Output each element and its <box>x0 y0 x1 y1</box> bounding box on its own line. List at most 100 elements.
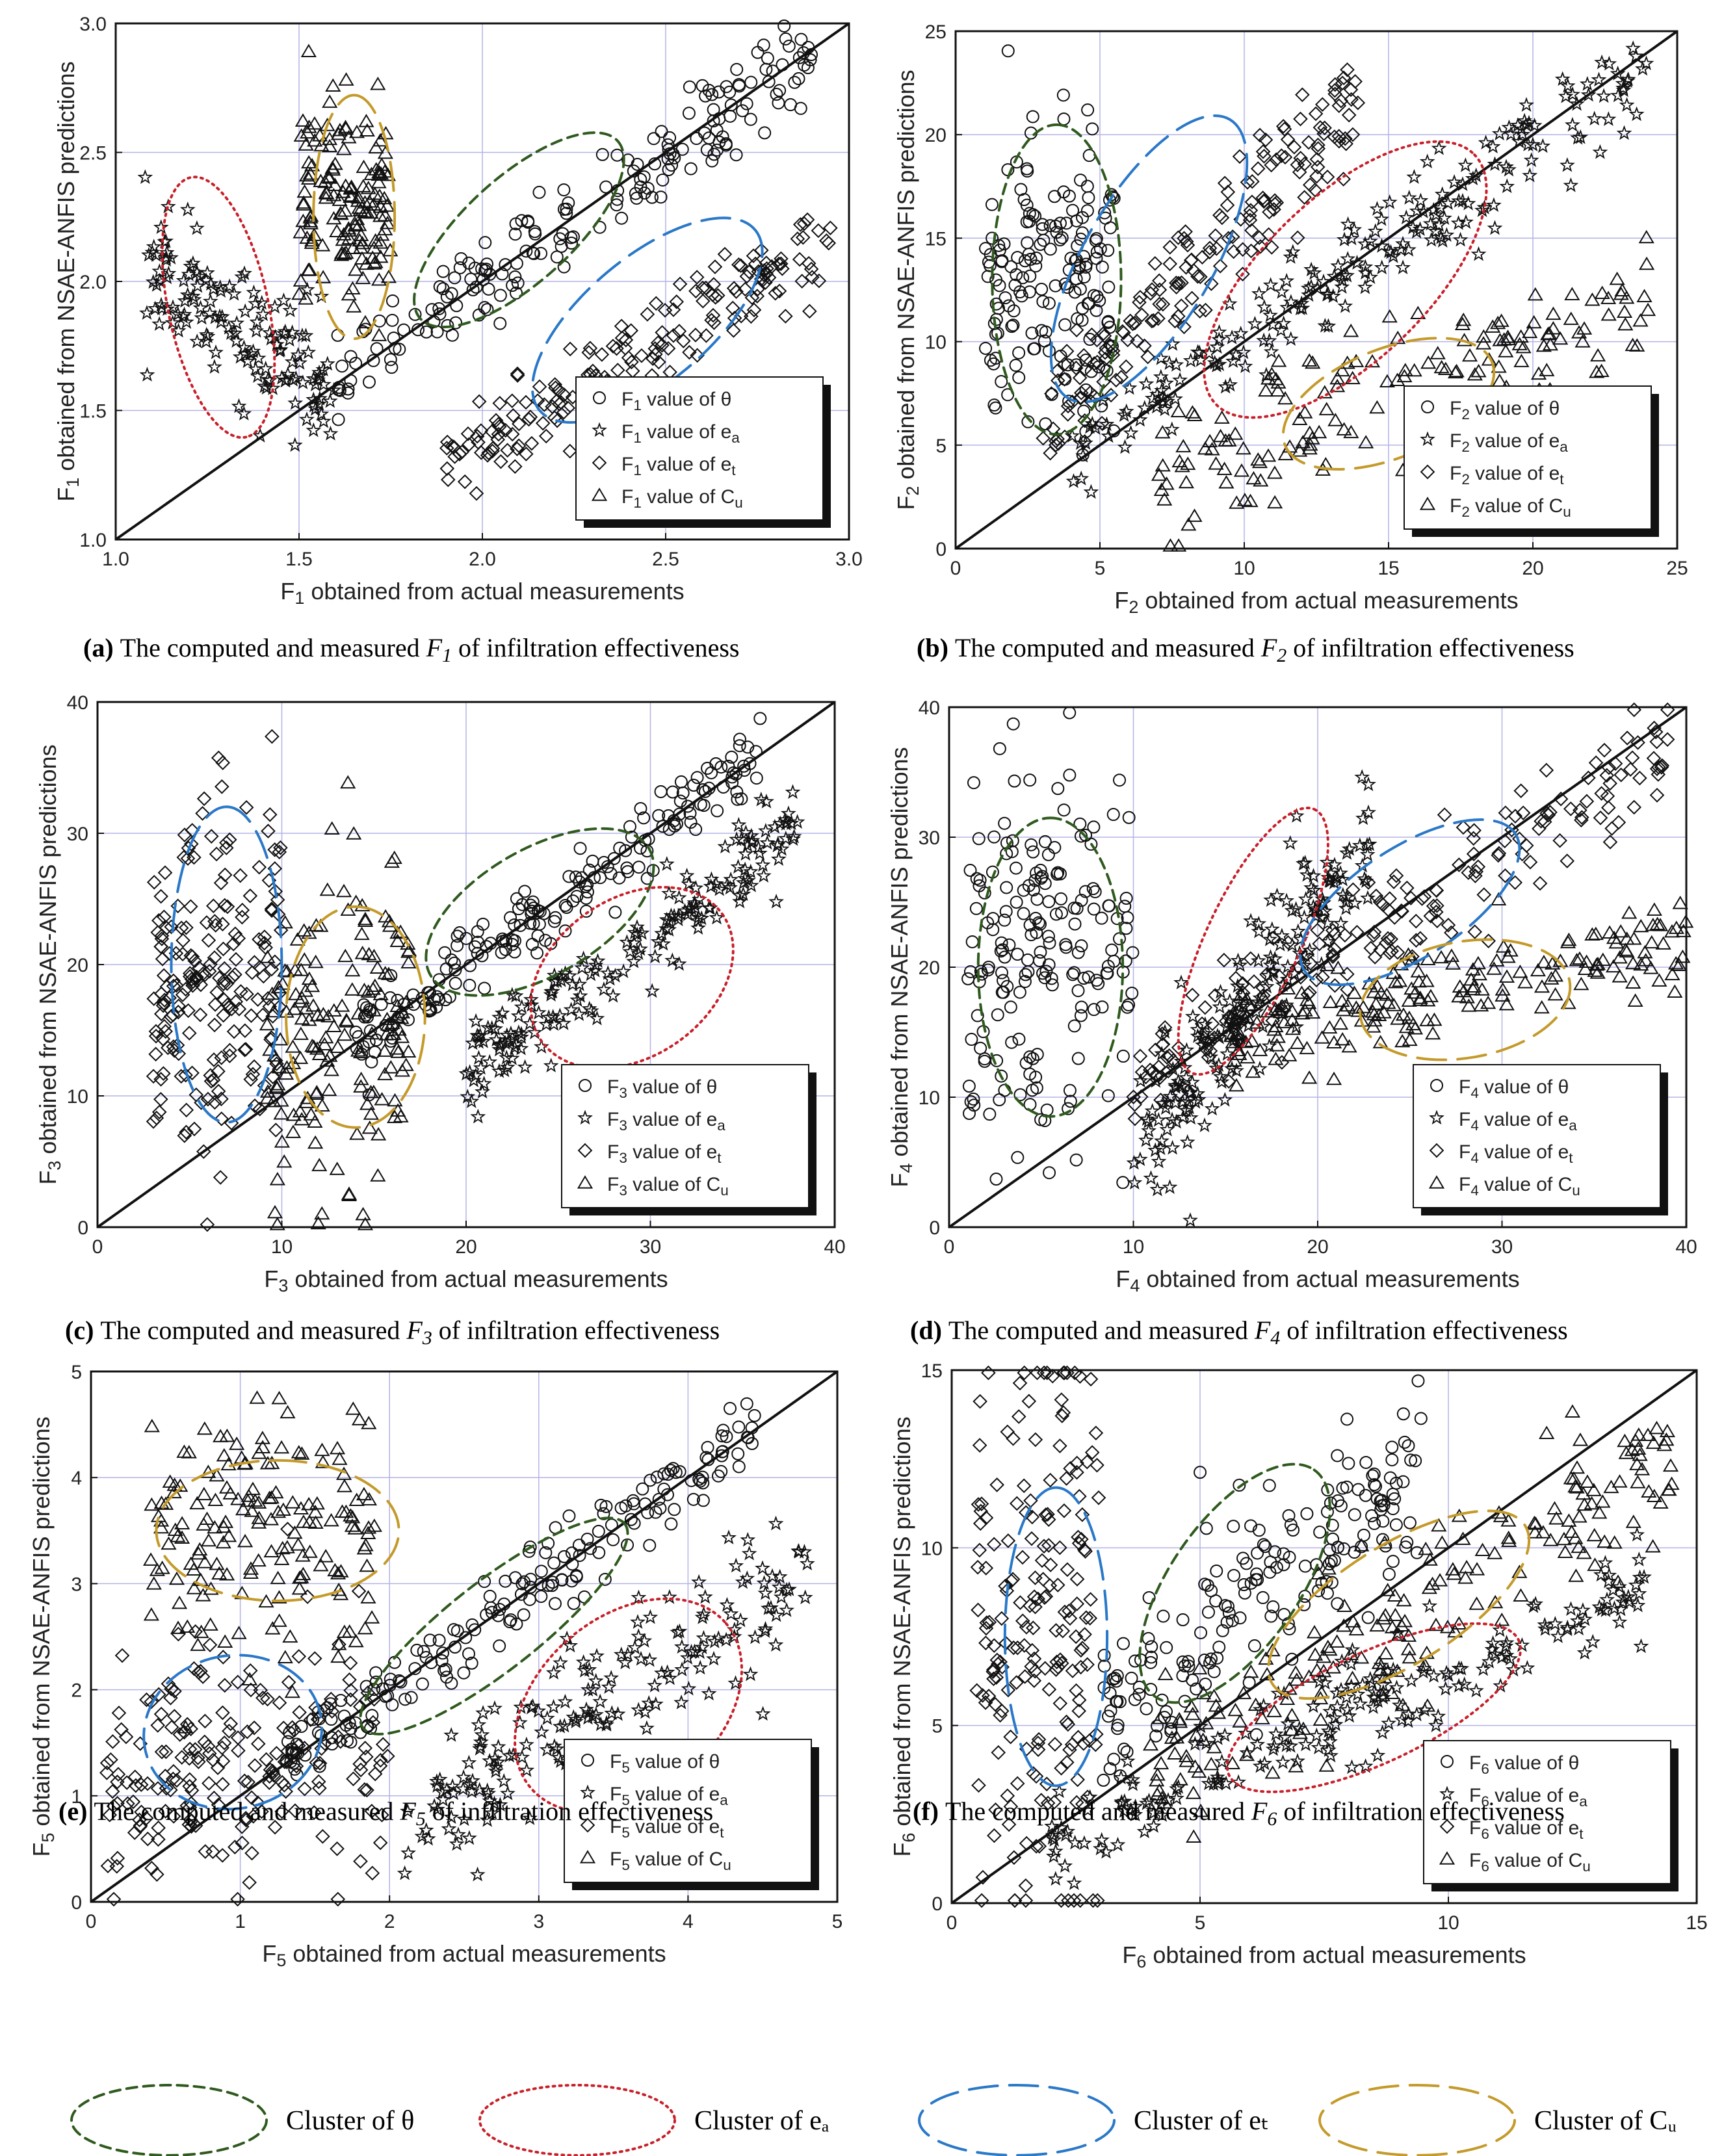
data-point-cu <box>1425 1026 1441 1040</box>
data-point-ea <box>292 354 308 370</box>
data-point-et <box>981 1689 997 1704</box>
data-point-et <box>160 1040 176 1056</box>
cluster-ellipse-cu <box>312 94 397 341</box>
cluster-ellipse-ea <box>1203 140 1488 419</box>
y-axis-label: F1 obtained from NSAE-ANFIS predictions <box>53 61 83 501</box>
data-point-ea <box>1132 1151 1148 1167</box>
data-point-theta <box>998 816 1012 830</box>
data-point-cu <box>331 1637 347 1650</box>
data-point-et <box>166 973 181 989</box>
data-point-ea <box>737 846 753 861</box>
data-point-et <box>772 283 787 299</box>
data-point-ea <box>479 1782 495 1798</box>
data-point-ea <box>631 1702 647 1717</box>
data-point-ea <box>578 1701 594 1717</box>
legend-label-ea: F4 value of ea <box>1459 1109 1577 1134</box>
data-point-ea <box>1558 88 1574 103</box>
data-point-ea <box>1537 1621 1553 1636</box>
data-point-theta <box>686 1492 700 1506</box>
data-point-theta <box>579 891 593 905</box>
data-point-et <box>971 1497 986 1512</box>
data-point-cu <box>298 1001 315 1015</box>
data-point-et <box>110 1796 125 1811</box>
data-point-et <box>481 445 496 461</box>
data-point-et <box>1257 193 1272 208</box>
data-point-cu <box>235 1501 252 1516</box>
data-point-et <box>975 1688 990 1703</box>
data-point-et <box>183 899 198 915</box>
data-point-theta <box>662 823 676 837</box>
data-point-theta <box>398 1693 412 1706</box>
x-tick-label: 30 <box>640 1236 661 1258</box>
data-point-et <box>971 1778 986 1793</box>
data-point-theta <box>365 1055 378 1069</box>
data-point-et <box>1367 950 1383 965</box>
data-point-ea <box>604 1705 620 1721</box>
data-point-theta <box>1095 1000 1109 1014</box>
data-point-ea <box>1256 332 1272 348</box>
data-point-ea <box>1306 265 1322 280</box>
data-point-et <box>242 1875 257 1890</box>
data-point-theta <box>1030 252 1043 265</box>
data-point-cu <box>361 194 378 208</box>
legend-marker-theta <box>579 1079 592 1092</box>
data-point-theta <box>448 271 462 285</box>
data-point-cu <box>1254 1711 1270 1724</box>
data-point-cu <box>321 131 338 146</box>
data-point-ea <box>1291 1720 1307 1735</box>
data-point-et <box>1309 151 1325 167</box>
data-point-cu <box>221 1528 237 1542</box>
data-point-theta <box>419 325 433 339</box>
data-point-cu <box>319 882 335 896</box>
data-point-ea <box>428 1773 445 1789</box>
data-point-ea <box>1563 177 1579 192</box>
data-point-et <box>1204 276 1219 291</box>
data-point-et <box>287 1803 303 1819</box>
data-point-et <box>1075 1507 1090 1522</box>
data-point-cu <box>1567 1531 1584 1544</box>
x-tick-label: 10 <box>1233 558 1255 579</box>
data-point-cu <box>1624 1442 1640 1457</box>
data-point-cu <box>1383 1685 1400 1699</box>
data-point-ea <box>222 278 238 294</box>
data-point-theta <box>522 1544 536 1558</box>
cluster-ellipse-theta <box>1138 1462 1331 1704</box>
data-point-ea <box>545 1665 562 1680</box>
data-point-cu <box>1214 410 1230 424</box>
cluster-ellipse-cu <box>155 1459 400 1602</box>
data-point-et <box>1028 1599 1043 1615</box>
data-point-et <box>272 1695 287 1711</box>
data-point-theta <box>1312 1584 1326 1598</box>
y-tick-label: 0 <box>929 1217 940 1239</box>
data-point-ea <box>770 851 787 866</box>
data-point-theta <box>1399 1540 1413 1554</box>
data-point-ea <box>1153 1140 1169 1156</box>
data-point-et <box>1028 1570 1043 1585</box>
data-point-ea <box>701 1685 717 1701</box>
data-point-et <box>1041 1538 1056 1553</box>
data-point-ea <box>1262 949 1279 964</box>
data-point-et <box>231 931 246 946</box>
data-point-et <box>1159 1050 1175 1065</box>
data-point-cu <box>1645 917 1661 931</box>
data-point-ea <box>313 288 330 304</box>
data-point-ea <box>1209 1769 1225 1784</box>
data-point-ea <box>1615 80 1632 96</box>
data-point-et <box>672 276 688 292</box>
data-point-cu <box>387 1110 403 1123</box>
data-point-cu <box>1224 1756 1240 1769</box>
data-point-cu <box>315 1455 331 1468</box>
data-point-cu <box>285 1124 302 1138</box>
data-point-et <box>648 346 663 362</box>
data-point-et <box>110 1774 125 1789</box>
cluster-legend-label-theta: Cluster of θ <box>286 2106 414 2136</box>
data-point-theta <box>794 101 807 115</box>
data-point-ea <box>514 999 530 1014</box>
data-point-ea <box>300 344 317 359</box>
data-point-et <box>1077 361 1093 377</box>
data-point-ea <box>1248 1004 1264 1019</box>
legend-marker-cu <box>591 487 608 501</box>
data-point-theta <box>1036 870 1049 883</box>
data-point-et <box>195 806 210 821</box>
data-point-ea <box>661 1589 677 1604</box>
